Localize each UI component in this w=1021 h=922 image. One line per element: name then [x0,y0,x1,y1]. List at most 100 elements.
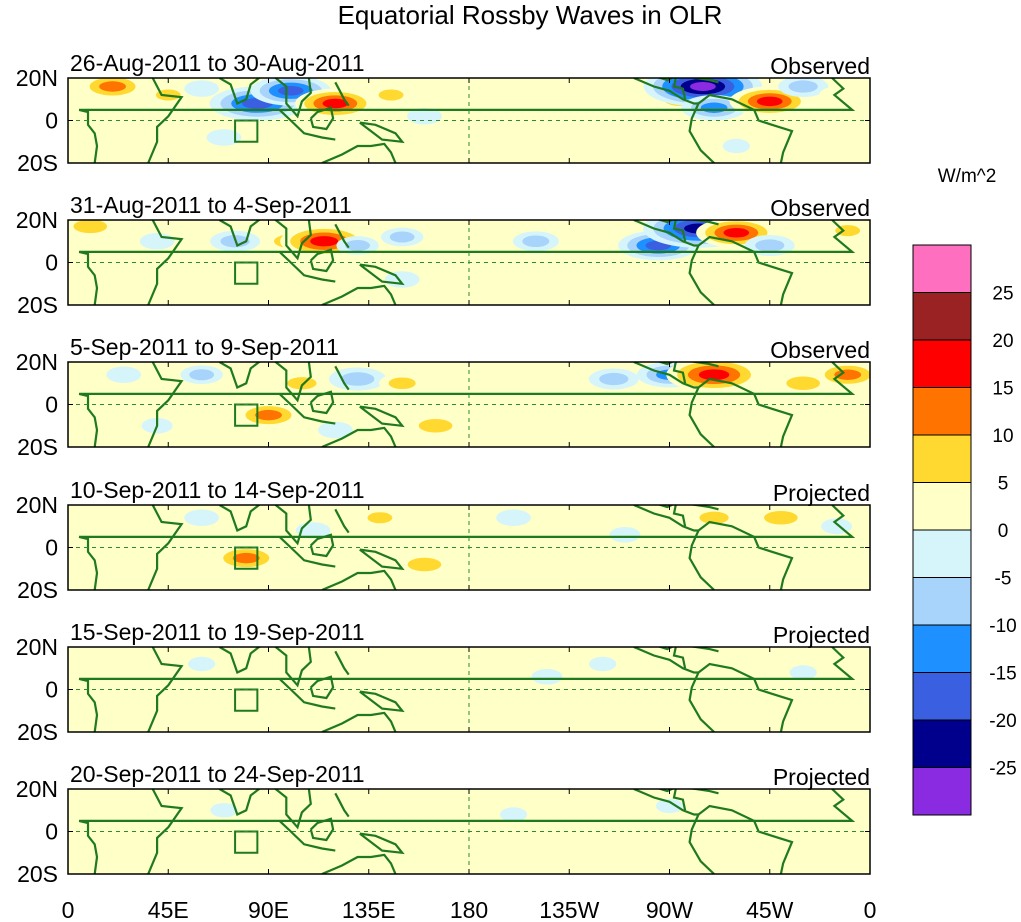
anomaly-contour [699,511,729,524]
coastline [688,530,715,590]
panel-1: 20N 0 20S 26-Aug-2011 to 30-Aug-2011 Observe… [16,50,871,176]
coastline [273,647,312,688]
anomaly-contour [698,369,730,381]
coastline [309,675,335,700]
colorbar-tick-label: 15 [992,379,1013,400]
coastline [321,426,397,447]
anomaly-contour [819,86,854,104]
coastline [656,505,687,527]
anomaly-contour [389,231,415,243]
lat-label: 20N [16,776,58,802]
anomaly-contour [340,372,375,386]
panel-status: Projected [773,480,870,506]
coastline [633,220,699,247]
lon-label: 135E [342,897,396,922]
coastline [687,78,719,84]
panel-date-range: 15-Sep-2011 to 19-Sep-2011 [70,619,365,645]
panel-date-range: 10-Sep-2011 to 14-Sep-2011 [70,477,365,503]
coastline [78,220,856,305]
lat-label: 20N [16,207,58,233]
colorbar-tick-label: -20 [989,711,1016,732]
x-axis: 0 45E 90E 135E 180 135W 90W 45W 0 [62,897,877,922]
anomaly-contour [378,89,404,101]
coastline [147,789,184,874]
coastline [309,248,335,273]
panel-date-range: 26-Aug-2011 to 30-Aug-2011 [70,50,365,76]
anomaly-contour [529,90,565,108]
panel-2: 20N 0 20S 31-Aug-2011 to 4-Sep-2011 Observed [16,192,871,318]
colorbar-swatch [912,244,972,293]
anomaly-contour [184,509,220,527]
anomaly-contour [232,552,260,564]
anomaly-contour [251,266,286,284]
panels: 20N 0 20S 26-Aug-2011 to 30-Aug-2011 Observe… [16,50,871,887]
colorbar-units: W/m^2 [938,166,997,187]
colorbar-swatch [912,387,972,436]
colorbar-tick-label: 10 [992,426,1013,447]
anomaly-contour [599,372,629,386]
panel-5: 20N 0 20S 15-Sep-2011 to 19-Sep-2011 Project… [16,619,871,745]
lat-label: 0 [45,535,58,561]
lon-label: 90E [248,897,289,922]
coastline [278,536,336,568]
anomaly-contour [690,82,716,91]
anomaly-contour [429,144,465,161]
coastline [321,569,397,590]
lat-label: 20N [16,65,58,91]
panel-status: Observed [770,195,870,221]
anomaly-contour [277,86,304,96]
colorbar-swatch [912,624,972,673]
anomaly-contour [496,509,531,527]
coastline [334,792,350,818]
coastline [359,121,405,144]
colorbar-tick-label: 25 [992,284,1013,305]
anomaly-contour [206,129,242,146]
colorbar-swatch [912,672,972,721]
figure-title: Equatorial Rossby Waves in OLR [338,0,723,30]
coastline [218,505,261,533]
anomaly-contour [106,366,142,384]
anomaly-field [78,362,870,447]
lon-label: 0 [62,897,75,922]
coastline [218,220,261,248]
panel-4: 20N 0 20S 10-Sep-2011 to 14-Sep-2011 Project… [16,477,871,603]
coastline [633,505,699,532]
anomaly-contour [723,228,750,238]
coastline [278,251,336,283]
colorbar-swatch [912,292,972,341]
coastline [278,678,336,710]
coastline [359,263,405,286]
coastline [218,78,261,106]
anomaly-contour [609,526,641,543]
anomaly-contour [722,138,750,154]
coastline [687,362,719,368]
coastline [334,365,350,391]
colorbar: W/m^2 25 20 15 10 5 0 -5 -10 -15 -20 -25 [912,166,1017,816]
lat-label: 20S [17,577,58,603]
lat-label: 20N [16,349,58,375]
coastline [688,672,715,732]
coastline [633,647,699,674]
coastline [218,789,261,817]
coastline [147,362,184,447]
lat-label: 0 [45,108,58,134]
anomaly-contour [585,237,621,254]
coastline [309,106,335,131]
coastline [334,650,350,676]
coastline [359,405,405,428]
coastline [687,789,719,795]
coastline [687,505,719,511]
coastline [687,647,719,653]
coastline [147,78,184,163]
panel-6: 20N 0 20S 20-Sep-2011 to 24-Sep-2011 Project… [16,761,871,887]
coastline [273,78,312,119]
anomaly-contour [589,656,617,672]
coastline [218,647,261,675]
anomaly-contour [395,698,431,715]
coastline [147,505,184,590]
anomaly-contour [310,236,339,247]
coastline [218,362,261,390]
colorbar-tick-label: 20 [992,331,1013,352]
anomaly-contour [188,656,216,672]
coastline [688,103,715,163]
